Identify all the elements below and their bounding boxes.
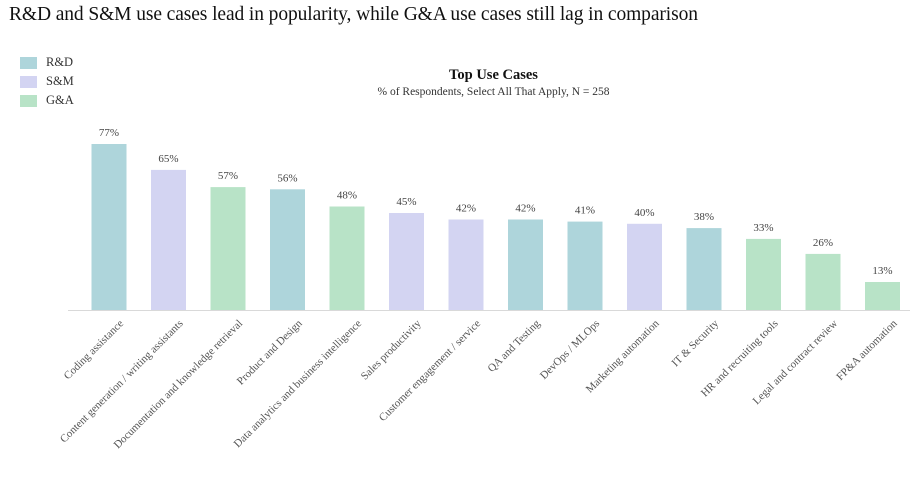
legend-item-ga: G&A: [20, 91, 74, 110]
category-label-11: IT & Security: [670, 317, 722, 369]
category-label-1: Coding assistance: [62, 318, 127, 383]
category-label-14: FP&A automation: [834, 317, 900, 383]
legend-item-rd: R&D: [20, 53, 74, 72]
legend: R&D S&M G&A: [20, 53, 74, 110]
value-label-11: 38%: [694, 211, 714, 223]
headline: R&D and S&M use cases lead in popularity…: [9, 4, 698, 25]
bars-group: [91, 144, 900, 310]
value-label-2: 65%: [158, 153, 178, 165]
bar-3: [210, 187, 246, 310]
value-label-9: 41%: [575, 205, 595, 217]
bar-7: [448, 219, 484, 310]
bar-13: [805, 253, 841, 310]
value-labels-group: 77% 65% 57% 56% 48% 45% 42% 42% 41% 40% 38% 33% 26% 1…: [99, 127, 893, 277]
value-label-3: 57%: [218, 170, 238, 182]
legend-item-sm: S&M: [20, 72, 74, 91]
legend-swatch-sm: [20, 75, 37, 88]
value-label-13: 26%: [813, 237, 833, 249]
legend-label-ga: G&A: [46, 93, 74, 107]
category-label-4: Product and Design: [235, 317, 305, 387]
category-label-2: Content generation / writing assistants: [58, 318, 186, 446]
chart-title: Top Use Cases: [449, 67, 538, 83]
legend-label-sm: S&M: [46, 74, 74, 88]
legend-swatch-rd: [20, 56, 37, 69]
value-label-7: 42%: [456, 203, 476, 215]
category-label-3: Documentation and knowledge retrieval: [112, 318, 246, 452]
bar-9: [567, 221, 603, 310]
value-label-5: 48%: [337, 190, 357, 202]
value-label-14: 13%: [872, 265, 892, 277]
bar-12: [746, 238, 781, 310]
bar-10: [627, 223, 662, 310]
legend-swatch-ga: [20, 94, 37, 107]
bar-11: [686, 228, 722, 310]
bar-8: [508, 219, 543, 310]
value-label-12: 33%: [753, 222, 773, 234]
category-label-8: QA and Testing: [486, 317, 543, 374]
bar-5: [329, 206, 365, 310]
category-label-6: Sales productivity: [359, 317, 424, 382]
value-label-4: 56%: [277, 172, 297, 184]
legend-label-rd: R&D: [46, 55, 74, 69]
bar-4: [270, 189, 305, 310]
bar-1: [91, 144, 127, 310]
value-label-8: 42%: [515, 203, 535, 215]
value-label-10: 40%: [634, 207, 654, 219]
category-label-9: DevOps / MLOps: [538, 318, 602, 382]
bar-2: [151, 169, 186, 310]
category-label-7: Customer engagement / service: [377, 318, 483, 424]
chart-subtitle: % of Respondents, Select All That Apply,…: [377, 86, 610, 98]
bar-6: [389, 213, 424, 310]
bar-14: [865, 282, 900, 310]
value-label-6: 45%: [396, 196, 416, 208]
value-label-1: 77%: [99, 127, 119, 139]
category-label-5: Data analytics and business intelligence: [232, 318, 365, 451]
